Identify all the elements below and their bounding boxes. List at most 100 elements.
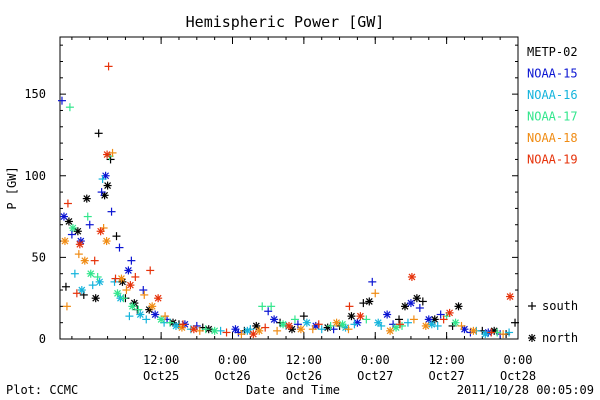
x-tick-label-date: Oct27 xyxy=(357,369,393,383)
data-point-north xyxy=(77,286,86,295)
data-point-north xyxy=(210,326,219,335)
data-point-south xyxy=(107,207,116,216)
data-point-south xyxy=(115,243,124,252)
data-point-north xyxy=(103,181,112,190)
data-point-south xyxy=(166,318,175,327)
data-point-south xyxy=(222,328,231,337)
data-point-north xyxy=(469,326,478,335)
data-point-north xyxy=(86,269,95,278)
data-point-south xyxy=(436,310,445,319)
data-point-north xyxy=(154,294,163,303)
data-point-south xyxy=(457,321,466,330)
data-point-north xyxy=(412,294,421,303)
data-point-north xyxy=(126,281,135,290)
footer-credit: Plot: CCMC xyxy=(6,383,78,397)
marker-key-symbol-north xyxy=(528,334,536,342)
data-point-south xyxy=(317,325,326,334)
data-point-south xyxy=(112,232,121,241)
data-point-south xyxy=(139,286,148,295)
data-point-south xyxy=(90,256,99,265)
data-point-north xyxy=(80,256,89,265)
data-point-north xyxy=(347,312,356,321)
data-point-south xyxy=(62,302,71,311)
x-tick-label-time: 0:00 xyxy=(361,353,390,367)
data-point-south xyxy=(344,325,353,334)
data-points xyxy=(57,62,520,339)
data-point-north xyxy=(76,237,85,246)
data-point-south xyxy=(70,269,79,278)
data-point-south xyxy=(201,325,210,334)
data-point-north xyxy=(117,274,126,283)
x-tick-label-time: 12:00 xyxy=(143,353,179,367)
data-point-south xyxy=(487,328,496,337)
data-point-north xyxy=(255,326,264,335)
data-point-north xyxy=(60,237,69,246)
data-point-south xyxy=(131,272,140,281)
x-tick-label-date: Oct26 xyxy=(214,369,250,383)
data-point-south xyxy=(83,212,92,221)
data-point-south xyxy=(104,62,113,71)
data-point-north xyxy=(96,227,105,236)
data-point-south xyxy=(72,289,81,298)
legend-entry: NOAA-15 xyxy=(527,67,578,81)
data-point-north xyxy=(400,302,409,311)
data-point-north xyxy=(128,302,137,311)
y-axis: 0 50 100 150 xyxy=(24,44,518,346)
x-tick-label-date: Oct26 xyxy=(286,369,322,383)
data-point-south xyxy=(111,274,120,283)
data-point-north xyxy=(386,326,395,335)
legend-entry: METP-02 xyxy=(527,45,578,59)
data-point-north xyxy=(113,289,122,298)
data-point-north xyxy=(231,325,240,334)
data-point-north xyxy=(249,330,258,339)
data-point-south xyxy=(94,129,103,138)
data-point-south xyxy=(142,315,151,324)
data-point-south xyxy=(122,286,131,295)
data-point-north xyxy=(82,194,91,203)
marker-key-label: north xyxy=(542,331,578,345)
y-axis-label: P [GW] xyxy=(5,166,19,209)
data-point-north xyxy=(451,318,460,327)
data-point-north xyxy=(374,318,383,327)
data-point-south xyxy=(499,330,508,339)
data-point-south xyxy=(140,290,149,299)
data-point-south xyxy=(371,289,380,298)
y-tick-label: 50 xyxy=(32,250,46,264)
data-point-north xyxy=(102,237,111,246)
data-point-north xyxy=(427,320,436,329)
data-point-north xyxy=(383,310,392,319)
legend: METP-02 NOAA-15 NOAA-16 NOAA-17 NOAA-18 NOAA-… xyxy=(527,45,578,167)
data-point-north xyxy=(59,212,68,221)
data-point-south xyxy=(108,148,117,157)
marker-key-symbol-south xyxy=(528,302,536,310)
x-tick-label-time: 12:00 xyxy=(286,353,322,367)
x-axis: 12:00 Oct25 0:00 Oct26 12:00 Oct26 0:00 Oct27 12… xyxy=(71,37,536,383)
data-point-south xyxy=(345,302,354,311)
x-tick-label-date: Oct27 xyxy=(429,369,465,383)
marker-key-label: south xyxy=(542,299,578,313)
data-point-south xyxy=(261,323,270,332)
data-point-north xyxy=(481,330,490,339)
data-point-north xyxy=(136,310,145,319)
data-point-south xyxy=(195,326,204,335)
data-point-north xyxy=(124,266,133,275)
data-point-south xyxy=(258,302,267,311)
data-point-south xyxy=(178,320,187,329)
data-point-north xyxy=(506,292,515,301)
data-point-north xyxy=(285,321,293,330)
data-point-north xyxy=(338,320,347,329)
data-point-south xyxy=(146,266,155,275)
data-point-north xyxy=(296,325,305,334)
data-point-south xyxy=(57,96,66,105)
data-point-north xyxy=(103,150,112,159)
data-point-south xyxy=(88,281,97,290)
data-point-south xyxy=(299,312,308,321)
legend-entry: NOAA-16 xyxy=(527,88,578,102)
data-point-south xyxy=(308,325,317,334)
data-point-south xyxy=(67,230,76,239)
data-point-south xyxy=(237,330,246,339)
data-point-south xyxy=(74,250,83,259)
data-point-north xyxy=(95,277,104,286)
